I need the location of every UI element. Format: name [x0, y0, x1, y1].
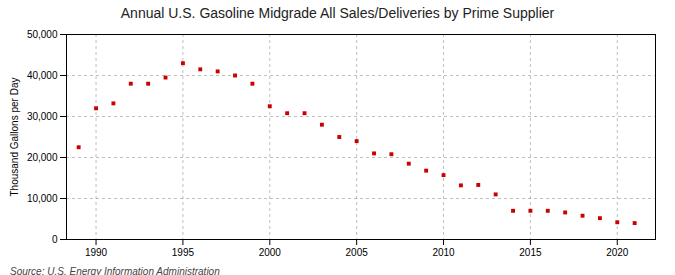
- svg-text:40,000: 40,000: [27, 70, 58, 81]
- svg-text:2015: 2015: [519, 247, 542, 258]
- svg-text:20,000: 20,000: [27, 152, 58, 163]
- svg-text:2005: 2005: [346, 247, 369, 258]
- html-text:Annual U.S. Gasoline Midgrade: Annual U.S. Gasoline Midgrade All Sales/…: [120, 5, 555, 21]
- svg-text:1995: 1995: [172, 247, 195, 258]
- svg-text:0: 0: [52, 234, 58, 245]
- svg-text:2000: 2000: [259, 247, 282, 258]
- svg-text:1990: 1990: [85, 247, 108, 258]
- svg-text:10,000: 10,000: [27, 193, 58, 204]
- svg-text:Thousand Gallons per Day: Thousand Gallons per Day: [9, 78, 20, 197]
- svg-text:50,000: 50,000: [27, 29, 58, 40]
- svg-text:2010: 2010: [432, 247, 455, 258]
- svg-text:30,000: 30,000: [27, 111, 58, 122]
- svg-text:2020: 2020: [606, 247, 629, 258]
